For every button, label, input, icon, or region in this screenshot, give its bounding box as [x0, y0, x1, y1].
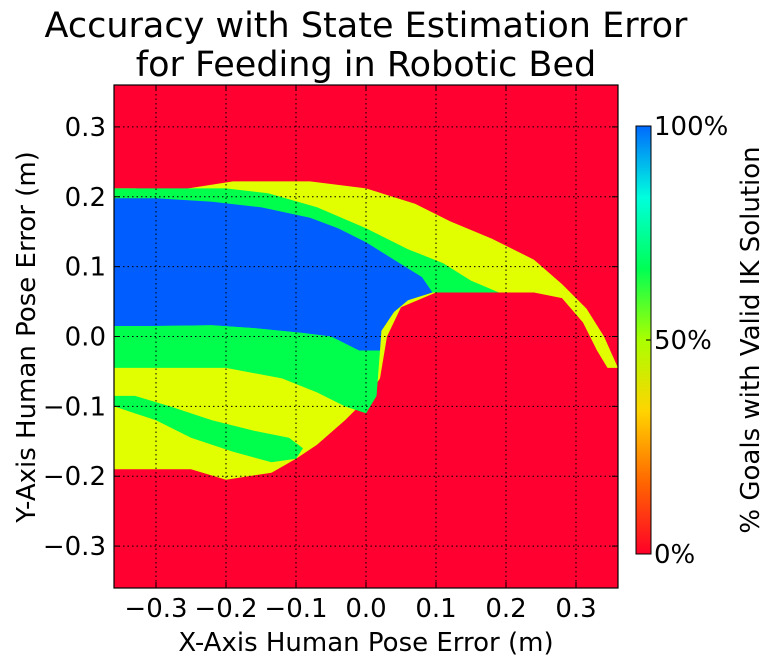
- colorbar-label: % Goals with Valid IK Solution: [736, 146, 766, 533]
- x-tick-label-1: −0.2: [194, 594, 257, 624]
- colorbar-tick-label-1: 50%: [654, 326, 712, 356]
- y-tick-label-0: −0.3: [43, 532, 106, 562]
- colorbar: 0% 50% 100% % Goals with Valid IK Solution: [635, 112, 766, 570]
- y-tick-label-2: −0.1: [43, 392, 106, 422]
- colorbar-tick-label-0: 0%: [654, 540, 695, 570]
- chart-title-line-2: for Feeding in Robotic Bed: [136, 45, 596, 85]
- x-tick-label-6: 0.3: [555, 594, 596, 624]
- x-axis-label: X-Axis Human Pose Error (m): [178, 628, 553, 658]
- heatmap-region-100-3: [114, 198, 433, 351]
- y-tick-label-1: −0.2: [43, 462, 106, 492]
- plot-area: [114, 85, 618, 588]
- x-tick-label-0: −0.3: [124, 594, 187, 624]
- chart-title-line-1: Accuracy with State Estimation Error: [45, 6, 688, 46]
- y-tick-label-4: 0.1: [65, 253, 106, 283]
- y-axis-label: Y-Axis Human Pose Error (m): [12, 151, 42, 524]
- heatmap-region-67-2: [114, 395, 303, 463]
- colorbar-tick-label-2: 100%: [654, 112, 728, 142]
- x-tick-label-4: 0.1: [415, 594, 456, 624]
- x-tick-label-3: 0.0: [345, 594, 386, 624]
- x-tick-label-5: 0.2: [485, 594, 526, 624]
- y-tick-label-6: 0.3: [65, 113, 106, 143]
- y-tick-label-5: 0.2: [65, 183, 106, 213]
- y-tick-label-3: 0.0: [65, 323, 106, 353]
- x-tick-label-2: −0.1: [264, 594, 327, 624]
- heatmap-region-67-4: [114, 325, 380, 414]
